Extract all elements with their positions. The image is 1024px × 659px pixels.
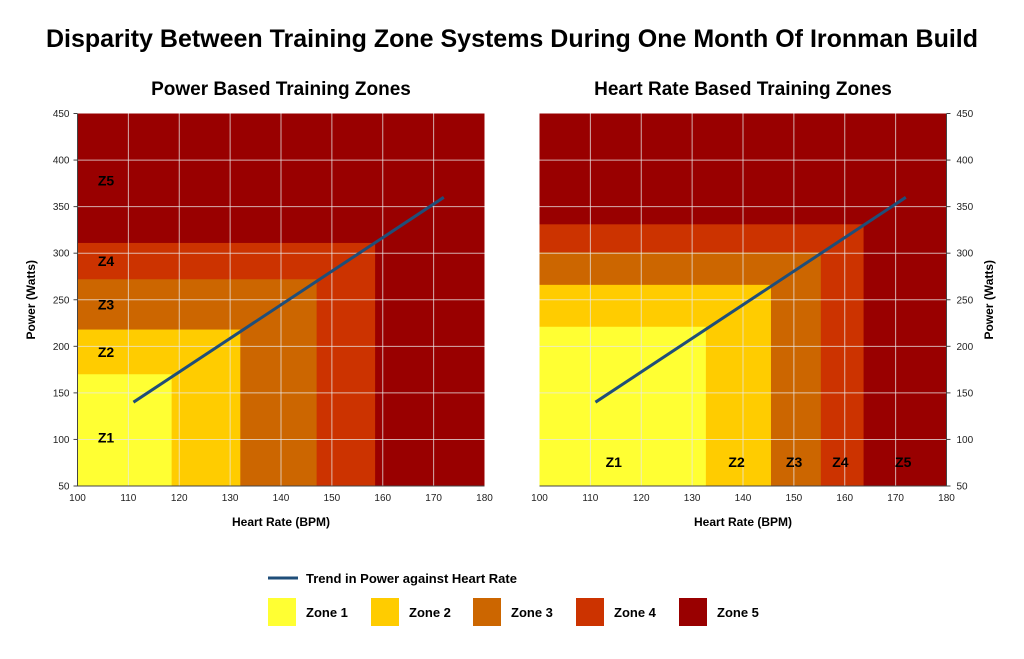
y-tick-label: 400 bbox=[53, 156, 70, 167]
zone-label: Z5 bbox=[895, 454, 912, 470]
power-zones-chart: Power Based Training Zones 100 110 120 130 14… bbox=[24, 79, 493, 529]
y-tick-label: 350 bbox=[53, 202, 70, 213]
zone-1-region bbox=[77, 374, 172, 486]
y-tick-label: 250 bbox=[53, 295, 70, 306]
x-tick-label: 180 bbox=[476, 493, 493, 504]
legend-swatch-zone-3 bbox=[473, 598, 501, 626]
legend-trend-label: Trend in Power against Heart Rate bbox=[306, 571, 517, 586]
zone-label: Z2 bbox=[728, 454, 745, 470]
y-tick-label: 100 bbox=[53, 435, 70, 446]
hr-zones-chart: Heart Rate Based Training Zones 100 110 120… bbox=[531, 79, 996, 529]
x-tick-label: 120 bbox=[171, 493, 188, 504]
legend-label-zone-2: Zone 2 bbox=[409, 605, 451, 620]
x-tick-label: 120 bbox=[633, 493, 650, 504]
legend-swatch-zone-4 bbox=[576, 598, 604, 626]
figure-title: Disparity Between Training Zone Systems … bbox=[46, 25, 978, 53]
x-axis-label: Heart Rate (BPM) bbox=[694, 515, 792, 529]
chart-title: Power Based Training Zones bbox=[151, 79, 411, 100]
x-tick-label: 130 bbox=[222, 493, 239, 504]
x-tick-label: 180 bbox=[938, 493, 955, 504]
legend-label-zone-1: Zone 1 bbox=[306, 605, 348, 620]
zone-1-region bbox=[539, 326, 706, 486]
y-tick-label: 200 bbox=[53, 342, 70, 353]
zone-label: Z1 bbox=[606, 454, 623, 470]
y-tick-label: 300 bbox=[957, 249, 974, 260]
y-tick-label: 450 bbox=[53, 109, 70, 120]
legend-label-zone-5: Zone 5 bbox=[717, 605, 759, 620]
legend-swatch-zone-1 bbox=[268, 598, 296, 626]
y-axis-label: Power (Watts) bbox=[982, 260, 996, 340]
y-tick-label: 150 bbox=[957, 388, 974, 399]
x-tick-label: 160 bbox=[836, 493, 853, 504]
y-tick-label: 50 bbox=[957, 482, 969, 493]
y-tick-label: 150 bbox=[53, 388, 70, 399]
x-tick-label: 170 bbox=[425, 493, 442, 504]
trend-line bbox=[132, 196, 445, 404]
x-tick-label: 150 bbox=[324, 493, 341, 504]
y-tick-label: 250 bbox=[957, 295, 974, 306]
zone-label: Z4 bbox=[98, 253, 115, 269]
x-tick-label: 110 bbox=[582, 493, 598, 504]
legend-label-zone-4: Zone 4 bbox=[614, 605, 657, 620]
y-tick-label: 350 bbox=[957, 202, 974, 213]
y-tick-label: 100 bbox=[957, 435, 974, 446]
x-axis-label: Heart Rate (BPM) bbox=[232, 515, 330, 529]
x-tick-label: 150 bbox=[786, 493, 803, 504]
zone-label: Z2 bbox=[98, 344, 115, 360]
x-tick-label: 100 bbox=[531, 493, 548, 504]
x-tick-label: 100 bbox=[69, 493, 86, 504]
trend-line bbox=[594, 196, 907, 404]
y-axis-label: Power (Watts) bbox=[24, 260, 38, 340]
y-tick-label: 50 bbox=[58, 482, 70, 493]
legend-swatch-zone-2 bbox=[371, 598, 399, 626]
y-tick-label: 400 bbox=[957, 156, 974, 167]
y-tick-label: 450 bbox=[957, 109, 974, 120]
x-tick-label: 140 bbox=[273, 493, 290, 504]
x-tick-label: 110 bbox=[120, 493, 136, 504]
chart-title: Heart Rate Based Training Zones bbox=[594, 79, 892, 100]
x-tick-label: 170 bbox=[887, 493, 904, 504]
legend: Trend in Power against Heart Rate Zone 1… bbox=[268, 571, 759, 626]
zone-label: Z4 bbox=[832, 454, 849, 470]
zone-label: Z3 bbox=[98, 296, 115, 312]
y-tick-label: 200 bbox=[957, 342, 974, 353]
legend-label-zone-3: Zone 3 bbox=[511, 605, 553, 620]
y-tick-label: 300 bbox=[53, 249, 70, 260]
x-tick-label: 140 bbox=[735, 493, 752, 504]
zone-label: Z3 bbox=[786, 454, 803, 470]
x-tick-label: 130 bbox=[684, 493, 701, 504]
zone-label: Z5 bbox=[98, 173, 115, 189]
zone-label: Z1 bbox=[98, 430, 115, 446]
legend-swatch-zone-5 bbox=[679, 598, 707, 626]
x-tick-label: 160 bbox=[374, 493, 391, 504]
